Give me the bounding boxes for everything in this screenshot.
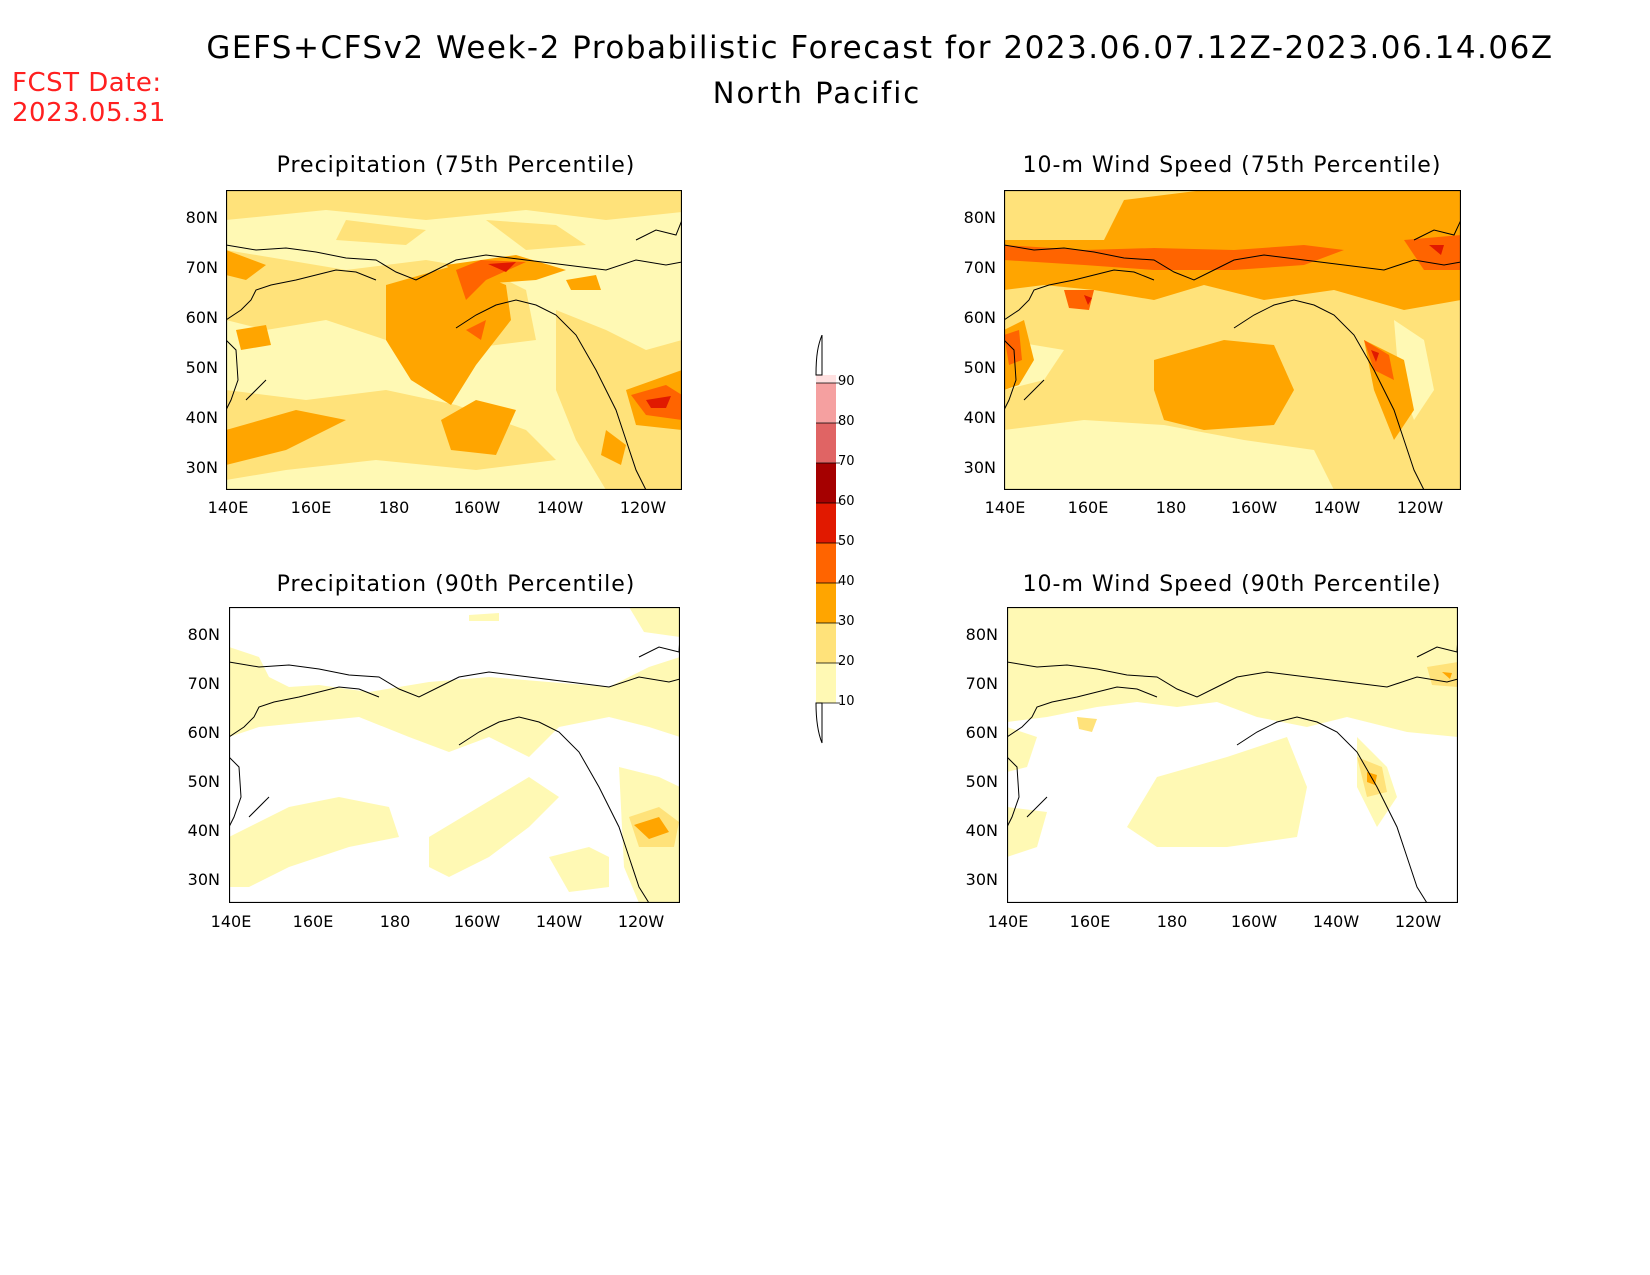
lon-label: 160W bbox=[1230, 498, 1278, 517]
lat-label: 50N bbox=[187, 772, 220, 791]
lon-label: 140E bbox=[207, 498, 249, 517]
contour-50-60 bbox=[488, 262, 671, 408]
contour-10-20 bbox=[1007, 607, 1458, 857]
lat-label: 80N bbox=[185, 208, 218, 227]
lon-label: 160E bbox=[1069, 912, 1111, 931]
lon-label: 140E bbox=[984, 498, 1026, 517]
colorbar-swatch bbox=[816, 423, 836, 463]
colorbar-swatch bbox=[816, 383, 836, 423]
main-title: GEFS+CFSv2 Week-2 Probabilistic Forecast… bbox=[206, 30, 1554, 66]
lat-label: 80N bbox=[187, 625, 220, 644]
lon-label: 140W bbox=[535, 912, 583, 931]
coastlines bbox=[229, 636, 680, 903]
coastlines bbox=[226, 219, 682, 490]
panel-title-precip-90: Precipitation (90th Percentile) bbox=[276, 572, 636, 597]
contour-30-40 bbox=[634, 817, 669, 839]
lon-label: 120W bbox=[617, 912, 665, 931]
lon-label: 180 bbox=[1155, 498, 1187, 517]
lat-label: 60N bbox=[965, 723, 998, 742]
lat-label: 30N bbox=[963, 458, 996, 477]
lat-label: 50N bbox=[963, 358, 996, 377]
lat-label: 70N bbox=[965, 674, 998, 693]
colorbar-swatch bbox=[816, 503, 836, 543]
colorbar-label: 20 bbox=[838, 654, 855, 669]
lon-label: 140W bbox=[1312, 912, 1360, 931]
colorbar-label: 70 bbox=[838, 454, 855, 469]
lat-label: 60N bbox=[963, 308, 996, 327]
coastlines bbox=[1007, 636, 1458, 903]
panel-title-wind-90: 10-m Wind Speed (90th Percentile) bbox=[1022, 572, 1442, 597]
lat-label: 40N bbox=[187, 821, 220, 840]
map-panel-wind-75 bbox=[1004, 190, 1461, 490]
lat-label: 30N bbox=[187, 870, 220, 889]
colorbar-swatch bbox=[816, 463, 836, 503]
lon-label: 140E bbox=[210, 912, 252, 931]
colorbar-swatch bbox=[816, 583, 836, 623]
lon-label: 120W bbox=[1394, 912, 1442, 931]
lat-label: 70N bbox=[963, 258, 996, 277]
map-panel-precip-90 bbox=[229, 607, 680, 903]
colorbar-swatch bbox=[816, 663, 836, 703]
lon-label: 120W bbox=[1396, 498, 1444, 517]
colorbar bbox=[815, 335, 840, 744]
lat-label: 80N bbox=[965, 625, 998, 644]
colorbar-label: 40 bbox=[838, 574, 855, 589]
colorbar-swatches bbox=[816, 375, 840, 704]
panel-title-precip-75: Precipitation (75th Percentile) bbox=[276, 153, 636, 178]
colorbar-bottom-cap bbox=[815, 702, 823, 744]
region-title-text: North Pacific bbox=[712, 76, 922, 110]
lat-label: 70N bbox=[185, 258, 218, 277]
lon-label: 140E bbox=[987, 912, 1029, 931]
lon-label: 180 bbox=[378, 498, 410, 517]
region-title: North Pacific bbox=[0, 76, 1650, 110]
lon-label: 160W bbox=[453, 498, 501, 517]
fcst-date-value: 2023.05.31 bbox=[12, 98, 166, 128]
lon-label: 140W bbox=[1313, 498, 1361, 517]
lon-label: 160E bbox=[1067, 498, 1109, 517]
colorbar-swatch bbox=[816, 375, 836, 383]
lat-label: 40N bbox=[963, 408, 996, 427]
colorbar-swatch bbox=[816, 623, 836, 663]
lat-label: 60N bbox=[185, 308, 218, 327]
colorbar-label: 10 bbox=[838, 694, 855, 709]
coastlines bbox=[1004, 219, 1461, 490]
lat-label: 50N bbox=[965, 772, 998, 791]
lon-label: 180 bbox=[379, 912, 411, 931]
lat-label: 70N bbox=[187, 674, 220, 693]
lat-label: 40N bbox=[185, 408, 218, 427]
colorbar-label: 90 bbox=[838, 374, 855, 389]
map-panel-precip-75 bbox=[226, 190, 682, 490]
lat-label: 40N bbox=[965, 821, 998, 840]
fcst-date-label: FCST Date: bbox=[12, 68, 162, 98]
lat-label: 30N bbox=[185, 458, 218, 477]
colorbar-top-cap bbox=[815, 335, 823, 376]
lon-label: 160W bbox=[1230, 912, 1278, 931]
colorbar-label: 30 bbox=[838, 614, 855, 629]
lat-label: 60N bbox=[187, 723, 220, 742]
lon-label: 180 bbox=[1156, 912, 1188, 931]
lon-label: 160W bbox=[453, 912, 501, 931]
colorbar-label: 50 bbox=[838, 534, 855, 549]
map-panel-wind-90 bbox=[1007, 607, 1458, 903]
lat-label: 30N bbox=[965, 870, 998, 889]
lat-label: 80N bbox=[963, 208, 996, 227]
lon-label: 160E bbox=[290, 498, 332, 517]
colorbar-swatch bbox=[816, 543, 836, 583]
colorbar-label: 60 bbox=[838, 494, 855, 509]
lon-label: 120W bbox=[619, 498, 667, 517]
lon-label: 160E bbox=[292, 912, 334, 931]
colorbar-label: 80 bbox=[838, 414, 855, 429]
contour-50-60 bbox=[1084, 245, 1444, 362]
lat-label: 50N bbox=[185, 358, 218, 377]
lon-label: 140W bbox=[536, 498, 584, 517]
contour-10-20 bbox=[229, 607, 680, 903]
panel-title-wind-75: 10-m Wind Speed (75th Percentile) bbox=[1022, 153, 1442, 178]
